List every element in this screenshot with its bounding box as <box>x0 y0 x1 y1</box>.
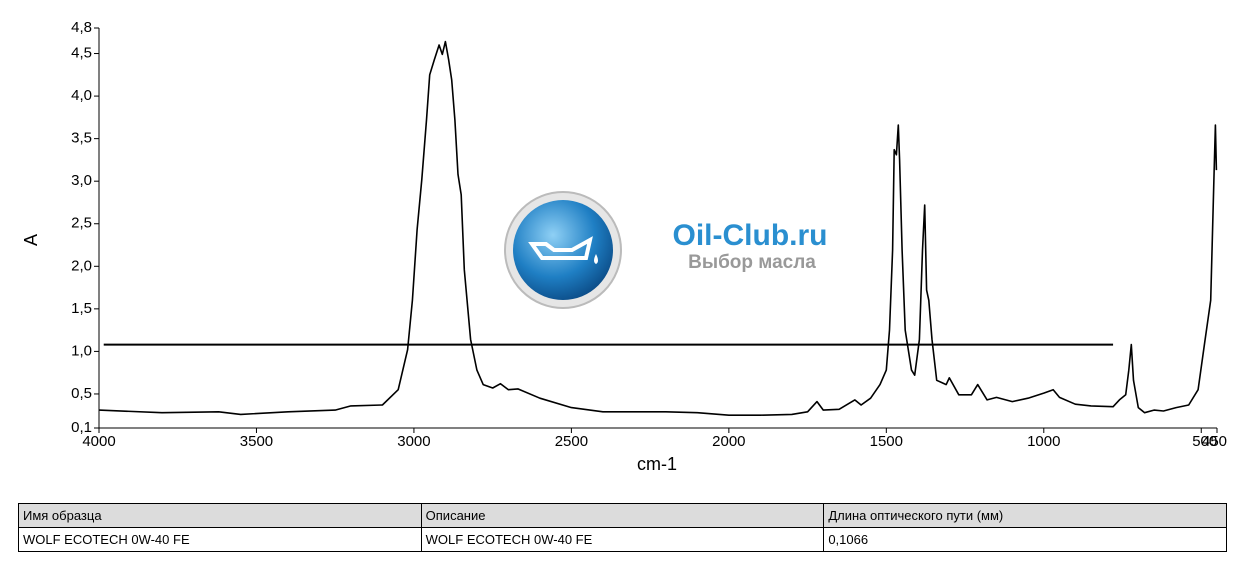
x-tick-label: 500 <box>1192 433 1217 450</box>
x-tick-label: 1500 <box>870 433 903 450</box>
logo-title: Oil-Club.ru <box>673 219 828 252</box>
y-tick-label: 2,0 <box>71 257 92 274</box>
y-tick-label: 1,5 <box>71 300 92 317</box>
x-tick-label: 3000 <box>397 433 430 450</box>
x-tick-label: 2000 <box>712 433 745 450</box>
table-row: WOLF ECOTECH 0W-40 FE WOLF ECOTECH 0W-40 … <box>18 527 1227 552</box>
y-tick-label: 0,5 <box>71 385 92 402</box>
y-tick-label: 3,5 <box>71 130 92 147</box>
y-tick-label: 0,1 <box>71 419 92 436</box>
y-tick-label: 4,8 <box>71 19 92 36</box>
table-cell: WOLF ECOTECH 0W-40 FE <box>18 527 422 552</box>
table-row: Имя образца Описание Длина оптического пут… <box>18 503 1227 528</box>
x-tick-label: 4000 <box>82 433 115 450</box>
x-tick-label: 2500 <box>555 433 588 450</box>
table-cell: Имя образца <box>18 503 422 528</box>
logo: Oil-Club.ru Выбор масла <box>504 191 828 309</box>
y-axis-title: A <box>21 234 41 246</box>
x-axis-title: cm-1 <box>637 454 677 474</box>
table-cell: Описание <box>420 503 825 528</box>
logo-subtitle: Выбор масла <box>688 252 816 273</box>
x-tick-label: 450 <box>1202 433 1227 450</box>
table-cell: Длина оптического пути (мм) <box>823 503 1227 528</box>
table-cell: 0,1066 <box>823 527 1227 552</box>
table-cell: WOLF ECOTECH 0W-40 FE <box>420 527 825 552</box>
spectrum-line <box>98 40 1218 416</box>
y-tick-label: 4,5 <box>71 45 92 62</box>
chart: Oil-Club.ru Выбор масла A cm-1 0,1 0,5 1,0… <box>21 19 1227 474</box>
x-tick-label: 1000 <box>1027 433 1060 450</box>
info-table: Имя образца Описание Длина оптического пут… <box>18 503 1227 552</box>
y-tick-label: 2,5 <box>71 215 92 232</box>
x-tick-label: 3500 <box>240 433 273 450</box>
y-tick-label: 1,0 <box>71 342 92 359</box>
y-tick-label: 3,0 <box>71 172 92 189</box>
y-tick-label: 4,0 <box>71 87 92 104</box>
